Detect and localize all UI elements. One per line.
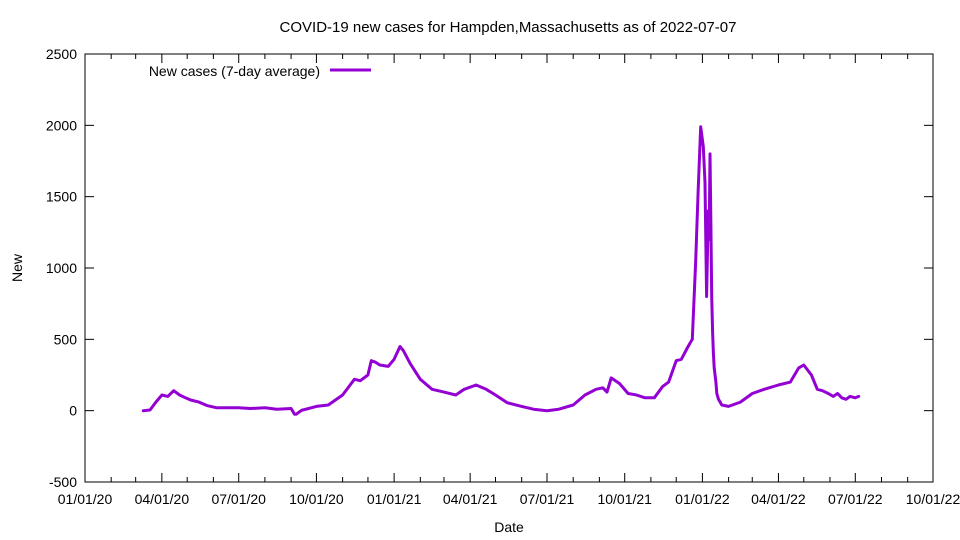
x-tick-label-2021-10-01: 10/01/21 bbox=[597, 491, 652, 507]
x-tick-label-2020-07-01: 07/01/20 bbox=[211, 491, 266, 507]
y-tick-label-0: 0 bbox=[69, 403, 77, 419]
x-axis: 01/01/20 04/01/20 07/01/20 10/01/20 01/01/21… bbox=[58, 54, 960, 507]
y-tick-label-500: 500 bbox=[54, 331, 78, 347]
legend: New cases (7-day average) bbox=[149, 63, 371, 79]
y-axis-label: New bbox=[9, 253, 25, 282]
y-tick-label-1500: 1500 bbox=[46, 189, 77, 205]
chart-title: COVID-19 new cases for Hampden,Massachus… bbox=[280, 19, 737, 36]
legend-label-new-cases: New cases (7-day average) bbox=[149, 63, 320, 79]
x-tick-label-2021-07-01: 07/01/21 bbox=[520, 491, 575, 507]
x-tick-label-2021-04-01: 04/01/21 bbox=[443, 491, 498, 507]
y-tick-label--500: -500 bbox=[49, 474, 77, 490]
series-line-new-cases bbox=[141, 125, 861, 416]
x-axis-label: Date bbox=[494, 519, 524, 535]
x-tick-label-2022-07-01: 07/01/22 bbox=[828, 491, 883, 507]
x-tick-label-2022-04-01: 04/01/22 bbox=[751, 491, 806, 507]
plot-frame bbox=[84, 53, 934, 483]
x-tick-label-2020-01-01: 01/01/20 bbox=[58, 491, 113, 507]
y-tick-label-2500: 2500 bbox=[46, 46, 77, 62]
y-tick-label-1000: 1000 bbox=[46, 260, 77, 276]
x-tick-label-2020-10-01: 10/01/20 bbox=[289, 491, 344, 507]
x-tick-label-2022-01-01: 01/01/22 bbox=[675, 491, 730, 507]
y-axis: -500 0 500 1000 1500 2000 2500 bbox=[46, 46, 933, 490]
x-tick-label-2020-04-01: 04/01/20 bbox=[135, 491, 190, 507]
x-tick-label-2021-01-01: 01/01/21 bbox=[367, 491, 422, 507]
y-tick-label-2000: 2000 bbox=[46, 117, 77, 133]
x-tick-label-2022-10-01: 10/01/22 bbox=[906, 491, 960, 507]
